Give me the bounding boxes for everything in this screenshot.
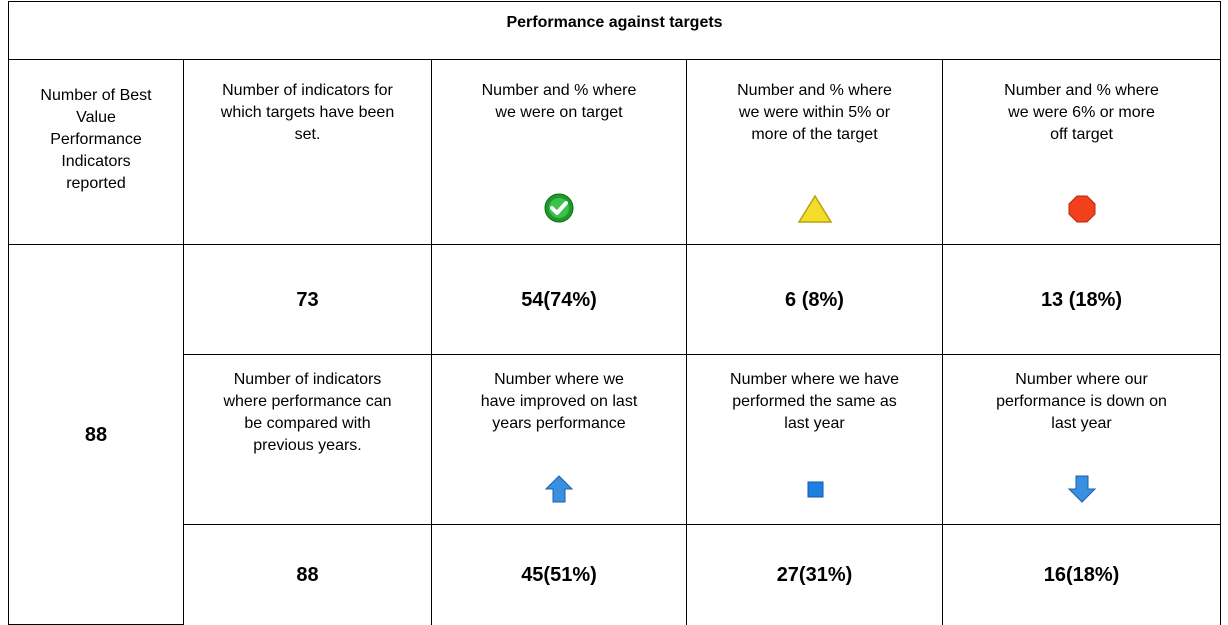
header-cell: Number of Best Value Performance Indicat… xyxy=(8,59,184,245)
value-cell: 13 (18%) xyxy=(941,244,1222,355)
header-cell: Number of indicators for which targets h… xyxy=(183,59,432,245)
table-title: Performance against targets xyxy=(7,1,1222,60)
header-text: Number where we have improved on last ye… xyxy=(480,371,638,432)
on-target-icon xyxy=(544,193,574,223)
value-cell: 73 xyxy=(183,244,432,355)
value-cell: 88 xyxy=(183,524,432,625)
value-cell: 6 (8%) xyxy=(686,244,943,355)
header-text: Number and % where we were on target xyxy=(481,82,637,121)
up-arrow-icon xyxy=(544,475,574,503)
header-text: Number and % where we were within 5% or … xyxy=(737,82,892,143)
header-text: Number of Best Value Performance Indicat… xyxy=(40,87,152,192)
header-cell: Number where our performance is down on … xyxy=(941,354,1222,525)
header-text: Number where we have performed the same … xyxy=(730,371,899,432)
header-cell: Number and % where we were within 5% or … xyxy=(686,59,943,245)
header-text: Number of indicators for which targets h… xyxy=(220,82,395,143)
header-text: Number of indicators where performance c… xyxy=(223,371,392,454)
value-cell: 27(31%) xyxy=(686,524,943,625)
performance-table: Performance against targets Number of Be… xyxy=(7,1,1222,625)
header-cell: Number of indicators where performance c… xyxy=(183,354,432,525)
value-cell: 16(18%) xyxy=(941,524,1222,625)
within-icon xyxy=(797,194,832,223)
value-cell: 54(74%) xyxy=(431,244,687,355)
header-cell: Number and % where we were on target xyxy=(431,59,687,245)
off-target-icon xyxy=(1068,195,1096,223)
header-cell: Number where we have performed the same … xyxy=(686,354,943,525)
header-text: Number where our performance is down on … xyxy=(996,371,1167,432)
header-cell: Number where we have improved on last ye… xyxy=(431,354,687,525)
same-icon xyxy=(807,481,823,498)
value-cell: 88 xyxy=(8,244,184,625)
value-cell: 45(51%) xyxy=(431,524,687,625)
header-text: Number and % where we were 6% or more of… xyxy=(1004,82,1159,143)
down-arrow-icon xyxy=(1067,475,1096,503)
header-cell: Number and % where we were 6% or more of… xyxy=(941,59,1222,245)
